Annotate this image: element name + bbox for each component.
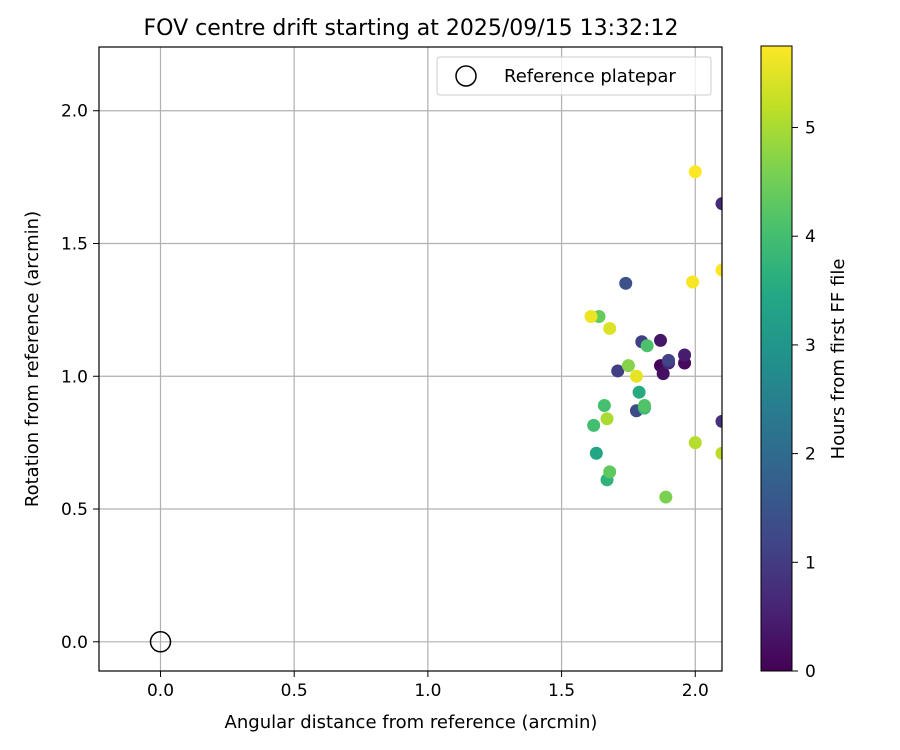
data-point xyxy=(640,339,654,353)
data-point xyxy=(656,367,670,381)
colorbar-tick-label: 0 xyxy=(805,662,816,682)
colorbar: 0 1 2 3 4 5 Hours from first FF file xyxy=(760,45,849,682)
y-tick-label: 2.0 xyxy=(61,102,88,122)
data-point xyxy=(637,398,651,412)
data-point xyxy=(715,414,722,428)
legend-reference-marker xyxy=(455,65,477,87)
data-point xyxy=(654,333,668,347)
x-tick-label: 2.0 xyxy=(682,681,709,701)
colorbar-label: Hours from first FF file xyxy=(828,259,849,460)
colorbar-tick-label: 4 xyxy=(805,227,816,247)
plot-frame xyxy=(98,46,723,672)
legend: Reference platepar xyxy=(436,56,712,96)
data-point xyxy=(600,412,614,426)
data-point xyxy=(597,398,611,412)
data-point xyxy=(603,321,617,335)
data-point xyxy=(715,263,722,277)
data-point xyxy=(621,359,635,373)
y-tick-label: 0.5 xyxy=(61,500,88,520)
data-point xyxy=(589,446,603,460)
x-tick-label: 1.5 xyxy=(548,681,575,701)
x-axis-ticks: 0.0 0.5 1.0 1.5 2.0 xyxy=(147,671,709,701)
colorbar-tick-label: 5 xyxy=(805,119,816,139)
reference-platepar-marker xyxy=(149,631,172,653)
grid-lines xyxy=(99,47,722,671)
colorbar-ticks: 0 1 2 3 4 5 xyxy=(792,119,816,682)
x-tick-label: 1.0 xyxy=(414,681,441,701)
data-point xyxy=(686,275,700,289)
chart-title: FOV centre drift starting at 2025/09/15 … xyxy=(144,16,679,41)
x-tick-label: 0.0 xyxy=(147,681,174,701)
data-point xyxy=(584,310,598,324)
x-tick-label: 0.5 xyxy=(281,681,308,701)
data-point xyxy=(632,385,646,399)
y-tick-label: 1.0 xyxy=(61,367,88,387)
x-axis-label: Angular distance from reference (arcmin) xyxy=(225,712,598,733)
reference-marker-group xyxy=(149,631,172,653)
data-point xyxy=(662,353,676,367)
colorbar-tick-label: 3 xyxy=(805,336,816,356)
data-point xyxy=(688,436,702,450)
data-points xyxy=(584,165,722,504)
data-point xyxy=(629,369,643,383)
y-axis-ticks: 0.0 0.5 1.0 1.5 2.0 xyxy=(61,102,99,653)
data-point xyxy=(611,364,625,378)
colorbar-tick-label: 2 xyxy=(805,445,816,465)
data-point xyxy=(715,197,722,211)
data-point xyxy=(659,490,673,504)
y-tick-label: 0.0 xyxy=(61,633,88,653)
y-axis-label: Rotation from reference (arcmin) xyxy=(22,211,43,507)
data-point xyxy=(619,276,633,290)
data-point xyxy=(587,418,601,432)
legend-box xyxy=(436,56,712,96)
data-point xyxy=(603,465,617,479)
colorbar-tick-label: 1 xyxy=(805,553,816,573)
colorbar-gradient xyxy=(760,45,793,672)
y-tick-label: 1.5 xyxy=(61,234,88,254)
data-point xyxy=(678,348,692,362)
data-point xyxy=(715,446,722,460)
data-point xyxy=(688,165,702,179)
legend-entry-label: Reference platepar xyxy=(504,66,676,87)
